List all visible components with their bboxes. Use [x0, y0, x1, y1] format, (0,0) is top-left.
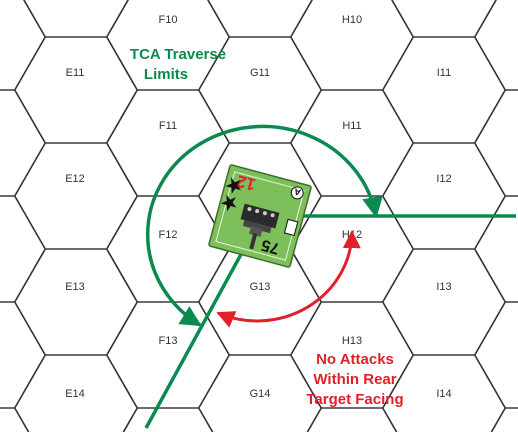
hex-cell	[14, 36, 138, 144]
hex-label-g11: G11	[250, 67, 270, 79]
tca-callout-line-1: TCA Traverse	[130, 46, 226, 63]
hex-cell	[122, 407, 214, 432]
hex-cell	[106, 89, 230, 197]
rear-callout-line-2: Within Rear	[313, 371, 396, 388]
hex-cell	[207, 0, 313, 38]
hex-label-f10: F10	[159, 14, 178, 26]
hex-cell	[306, 407, 398, 432]
counter-small-mark-circle	[290, 186, 304, 200]
hex-cell	[474, 89, 518, 197]
hex-cell	[382, 36, 506, 144]
hex-label-f13: F13	[159, 335, 178, 347]
hex-label-i11: I11	[437, 67, 451, 79]
hex-cell	[0, 195, 46, 303]
hex-label-e14: E14	[65, 388, 85, 400]
counter-box-mark	[283, 218, 299, 237]
counter-top-value: 75	[260, 236, 282, 257]
hex-cell	[106, 301, 230, 409]
rear-callout-line-3: Target Facing	[306, 391, 403, 408]
hex-cell	[382, 248, 506, 356]
counter-bottom-value: 12	[235, 171, 258, 194]
hex-cell	[0, 301, 46, 409]
hex-cell	[474, 301, 518, 409]
hex-cell	[290, 195, 414, 303]
hex-label-e13: E13	[65, 281, 85, 293]
hex-cell	[14, 248, 138, 356]
hex-label-g14: G14	[250, 388, 271, 400]
hex-label-e12: E12	[65, 173, 85, 185]
star-icon	[220, 177, 242, 212]
hex-cell	[474, 0, 518, 91]
hex-label-f12: F12	[159, 229, 178, 241]
tca-traverse-callout: TCA Traverse Limits	[130, 46, 226, 83]
hex-label-i14: I14	[436, 388, 451, 400]
hex-label-f11: F11	[159, 120, 177, 132]
hex-cell	[391, 0, 497, 38]
hex-label-h11: H11	[342, 120, 361, 132]
tank-icon	[240, 203, 280, 250]
hex-cell	[198, 248, 322, 356]
hex-cell	[382, 142, 506, 250]
hex-cell	[490, 407, 518, 432]
hex-cell	[474, 195, 518, 303]
hex-label-g13: G13	[250, 281, 271, 293]
hex-cell	[106, 195, 230, 303]
rear-facing-callout: No Attacks Within Rear Target Facing	[306, 351, 403, 408]
counter-small-mark: A	[293, 186, 302, 197]
hex-label-h13: H13	[342, 335, 362, 347]
unit-counter[interactable]: 75 12 A	[208, 164, 312, 268]
tca-callout-line-2: Limits	[144, 66, 188, 83]
tca-traverse-arc	[145, 124, 383, 327]
hex-cell	[23, 0, 129, 38]
rear-facing-arc	[216, 230, 361, 328]
hex-cell	[0, 89, 46, 197]
hex-cell	[14, 142, 138, 250]
hex-label-i13: I13	[436, 281, 451, 293]
hex-label-h10: H10	[342, 14, 362, 26]
hex-label-e11: E11	[66, 67, 85, 79]
hex-label-i12: I12	[436, 173, 451, 185]
rear-callout-line-1: No Attacks	[316, 351, 394, 368]
hex-cell	[290, 89, 414, 197]
